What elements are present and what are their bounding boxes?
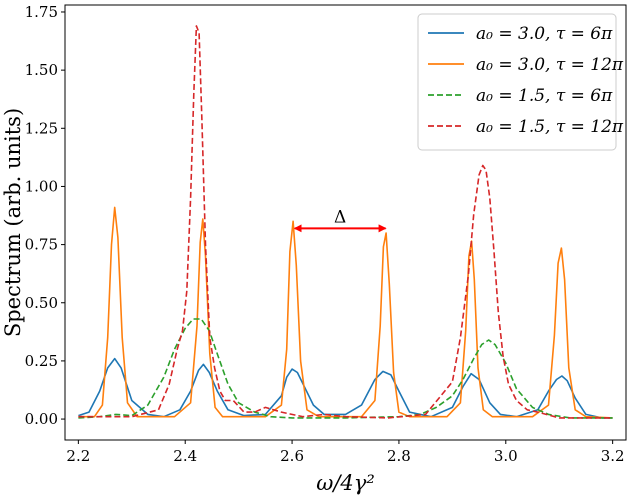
series-line-4 — [78, 25, 613, 419]
x-axis-label: ω/4γ² — [316, 471, 375, 495]
legend-entry-label: a₀ = 3.0, τ = 12π — [476, 55, 624, 75]
y-tick-label: 0.25 — [25, 352, 58, 370]
legend: a₀ = 3.0, τ = 6π a₀ = 3.0, τ = 12π a₀ = 1.… — [417, 13, 624, 151]
y-tick-label: 0.00 — [25, 410, 58, 428]
y-axis-label: Spectrum (arb. units) — [1, 108, 25, 337]
legend-entry-label: a₀ = 3.0, τ = 6π — [476, 24, 613, 44]
x-tick-label: 3.0 — [494, 447, 518, 465]
x-tick-label: 3.2 — [601, 447, 625, 465]
y-tick-label: 1.25 — [25, 119, 58, 137]
series-layer — [78, 25, 613, 419]
y-tick-label: 1.75 — [25, 3, 58, 21]
annotation-layer: Δ — [293, 207, 387, 233]
legend-entry-label: a₀ = 1.5, τ = 6π — [476, 86, 613, 106]
delta-label: Δ — [334, 207, 346, 227]
y-tick-label: 1.50 — [25, 61, 58, 79]
legend-entry-label: a₀ = 1.5, τ = 12π — [476, 117, 624, 137]
series-line-3 — [78, 318, 613, 419]
legend-frame — [417, 13, 617, 151]
plot-frame — [64, 4, 627, 441]
x-tick-label: 2.2 — [66, 447, 90, 465]
y-tick-label: 1.00 — [25, 177, 58, 195]
y-tick-label: 0.50 — [25, 294, 58, 312]
y-tick-label: 0.75 — [25, 236, 58, 254]
x-tick-label: 2.8 — [387, 447, 411, 465]
y-axis-ticks: 0.00 0.25 0.50 0.75 1.00 1.25 1.50 1.75 — [25, 3, 65, 428]
x-axis-ticks: 2.2 2.4 2.6 2.8 3.0 3.2 — [66, 440, 625, 465]
series-line-2 — [78, 206, 613, 419]
x-tick-label: 2.4 — [173, 447, 197, 465]
x-tick-label: 2.6 — [280, 447, 304, 465]
